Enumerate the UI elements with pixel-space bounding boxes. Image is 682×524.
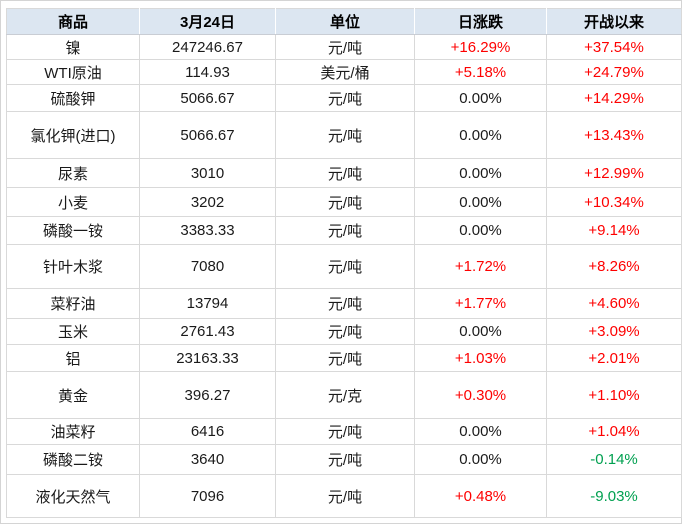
table-row: 液化天然气 7096 元/吨 +0.48% -9.03% [6,474,682,518]
since-war-change-cell: -0.14% [546,444,682,475]
daily-change-cell: +0.48% [414,474,547,518]
price-cell: 3383.33 [139,216,276,245]
table-row: 镍 247246.67 元/吨 +16.29% +37.54% [6,34,682,60]
daily-change-cell: 0.00% [414,111,547,159]
since-war-change-cell: +1.04% [546,418,682,445]
price-cell: 396.27 [139,371,276,419]
price-cell: 3640 [139,444,276,475]
table-row: 油菜籽 6416 元/吨 0.00% +1.04% [6,418,682,445]
since-war-change-cell: +14.29% [546,84,682,112]
since-war-change-cell: +24.79% [546,59,682,85]
since-war-change-cell: +2.01% [546,344,682,372]
unit-cell: 元/吨 [275,244,415,289]
daily-change-cell: 0.00% [414,444,547,475]
since-war-change-cell: +8.26% [546,244,682,289]
daily-change-cell: +0.30% [414,371,547,419]
commodity-name-cell: WTI原油 [6,59,140,85]
table-row: 磷酸一铵 3383.33 元/吨 0.00% +9.14% [6,216,682,245]
table-row: 氯化钾(进口) 5066.67 元/吨 0.00% +13.43% [6,111,682,159]
price-cell: 3202 [139,187,276,217]
unit-cell: 元/吨 [275,288,415,319]
unit-cell: 元/吨 [275,187,415,217]
commodity-price-table: 商品 3月24日 单位 日涨跌 开战以来 镍 247246.67 元/吨 +16.29… [6,8,682,518]
commodity-name-cell: 磷酸二铵 [6,444,140,475]
table-row: WTI原油 114.93 美元/桶 +5.18% +24.79% [6,59,682,85]
table-row: 小麦 3202 元/吨 0.00% +10.34% [6,187,682,217]
daily-change-cell: 0.00% [414,187,547,217]
table-row: 菜籽油 13794 元/吨 +1.77% +4.60% [6,288,682,319]
unit-cell: 元/吨 [275,344,415,372]
unit-cell: 元/吨 [275,216,415,245]
commodity-name-cell: 针叶木浆 [6,244,140,289]
daily-change-cell: 0.00% [414,158,547,188]
commodity-name-cell: 铝 [6,344,140,372]
commodity-name-cell: 玉米 [6,318,140,345]
since-war-change-cell: +13.43% [546,111,682,159]
since-war-change-cell: +3.09% [546,318,682,345]
price-cell: 5066.67 [139,84,276,112]
col-header-unit: 单位 [275,8,415,35]
col-header-daily-change: 日涨跌 [414,8,547,35]
price-cell: 247246.67 [139,34,276,60]
commodity-name-cell: 液化天然气 [6,474,140,518]
commodity-name-cell: 磷酸一铵 [6,216,140,245]
unit-cell: 元/吨 [275,84,415,112]
col-header-commodity: 商品 [6,8,140,35]
commodity-name-cell: 菜籽油 [6,288,140,319]
col-header-date: 3月24日 [139,8,276,35]
commodity-name-cell: 硫酸钾 [6,84,140,112]
unit-cell: 元/克 [275,371,415,419]
table-row: 磷酸二铵 3640 元/吨 0.00% -0.14% [6,444,682,475]
daily-change-cell: 0.00% [414,84,547,112]
unit-cell: 元/吨 [275,34,415,60]
table-row: 玉米 2761.43 元/吨 0.00% +3.09% [6,318,682,345]
unit-cell: 元/吨 [275,418,415,445]
since-war-change-cell: +37.54% [546,34,682,60]
daily-change-cell: +1.72% [414,244,547,289]
since-war-change-cell: +10.34% [546,187,682,217]
table-row: 黄金 396.27 元/克 +0.30% +1.10% [6,371,682,419]
unit-cell: 元/吨 [275,111,415,159]
unit-cell: 元/吨 [275,444,415,475]
since-war-change-cell: +9.14% [546,216,682,245]
commodity-name-cell: 油菜籽 [6,418,140,445]
since-war-change-cell: +1.10% [546,371,682,419]
price-cell: 114.93 [139,59,276,85]
daily-change-cell: +16.29% [414,34,547,60]
table-row: 针叶木浆 7080 元/吨 +1.72% +8.26% [6,244,682,289]
price-cell: 13794 [139,288,276,319]
daily-change-cell: +1.03% [414,344,547,372]
price-cell: 7096 [139,474,276,518]
unit-cell: 美元/桶 [275,59,415,85]
price-cell: 2761.43 [139,318,276,345]
price-cell: 23163.33 [139,344,276,372]
table-row: 尿素 3010 元/吨 0.00% +12.99% [6,158,682,188]
since-war-change-cell: -9.03% [546,474,682,518]
commodity-name-cell: 尿素 [6,158,140,188]
commodity-name-cell: 氯化钾(进口) [6,111,140,159]
price-cell: 6416 [139,418,276,445]
price-cell: 5066.67 [139,111,276,159]
commodity-name-cell: 镍 [6,34,140,60]
commodity-name-cell: 黄金 [6,371,140,419]
table-row: 铝 23163.33 元/吨 +1.03% +2.01% [6,344,682,372]
unit-cell: 元/吨 [275,158,415,188]
daily-change-cell: +1.77% [414,288,547,319]
col-header-since-war: 开战以来 [546,8,682,35]
since-war-change-cell: +4.60% [546,288,682,319]
unit-cell: 元/吨 [275,474,415,518]
unit-cell: 元/吨 [275,318,415,345]
daily-change-cell: 0.00% [414,216,547,245]
daily-change-cell: +5.18% [414,59,547,85]
table-body: 镍 247246.67 元/吨 +16.29% +37.54% WTI原油 114.93 美元… [6,34,682,518]
price-cell: 7080 [139,244,276,289]
table-row: 硫酸钾 5066.67 元/吨 0.00% +14.29% [6,84,682,112]
daily-change-cell: 0.00% [414,418,547,445]
price-cell: 3010 [139,158,276,188]
since-war-change-cell: +12.99% [546,158,682,188]
header-row: 商品 3月24日 单位 日涨跌 开战以来 [6,8,682,35]
daily-change-cell: 0.00% [414,318,547,345]
commodity-name-cell: 小麦 [6,187,140,217]
